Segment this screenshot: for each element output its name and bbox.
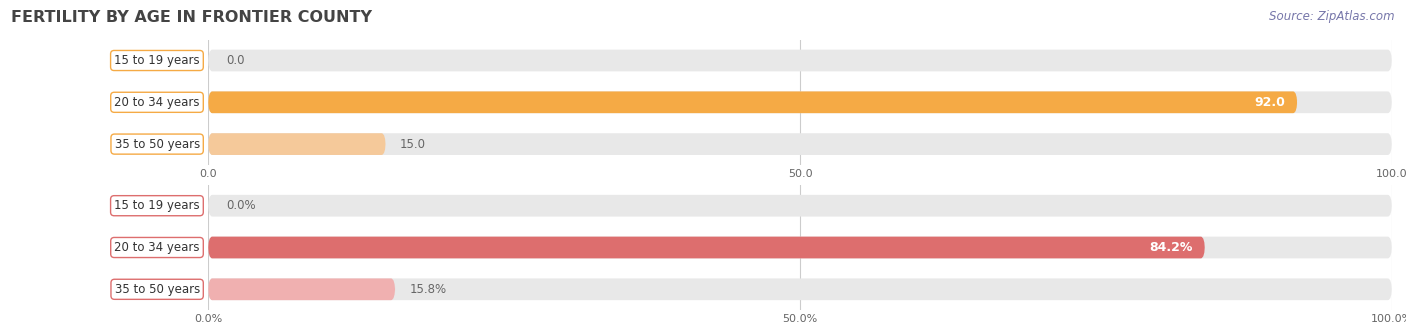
Text: Source: ZipAtlas.com: Source: ZipAtlas.com — [1270, 10, 1395, 23]
FancyBboxPatch shape — [208, 91, 1392, 113]
Text: 15.8%: 15.8% — [409, 283, 447, 296]
FancyBboxPatch shape — [208, 133, 385, 155]
Text: 15.0: 15.0 — [399, 138, 426, 150]
Text: 20 to 34 years: 20 to 34 years — [114, 96, 200, 109]
Text: 15 to 19 years: 15 to 19 years — [114, 54, 200, 67]
FancyBboxPatch shape — [208, 279, 1392, 300]
Text: 0.0: 0.0 — [226, 54, 245, 67]
Text: 35 to 50 years: 35 to 50 years — [114, 283, 200, 296]
Text: 20 to 34 years: 20 to 34 years — [114, 241, 200, 254]
FancyBboxPatch shape — [208, 237, 1205, 258]
Text: 0.0%: 0.0% — [226, 199, 256, 212]
FancyBboxPatch shape — [208, 279, 395, 300]
Text: 84.2%: 84.2% — [1150, 241, 1194, 254]
FancyBboxPatch shape — [208, 237, 1392, 258]
Text: 35 to 50 years: 35 to 50 years — [114, 138, 200, 150]
FancyBboxPatch shape — [208, 91, 1298, 113]
FancyBboxPatch shape — [208, 195, 1392, 216]
FancyBboxPatch shape — [208, 133, 1392, 155]
Text: 92.0: 92.0 — [1254, 96, 1285, 109]
Text: 15 to 19 years: 15 to 19 years — [114, 199, 200, 212]
Text: FERTILITY BY AGE IN FRONTIER COUNTY: FERTILITY BY AGE IN FRONTIER COUNTY — [11, 10, 373, 25]
FancyBboxPatch shape — [208, 50, 1392, 71]
